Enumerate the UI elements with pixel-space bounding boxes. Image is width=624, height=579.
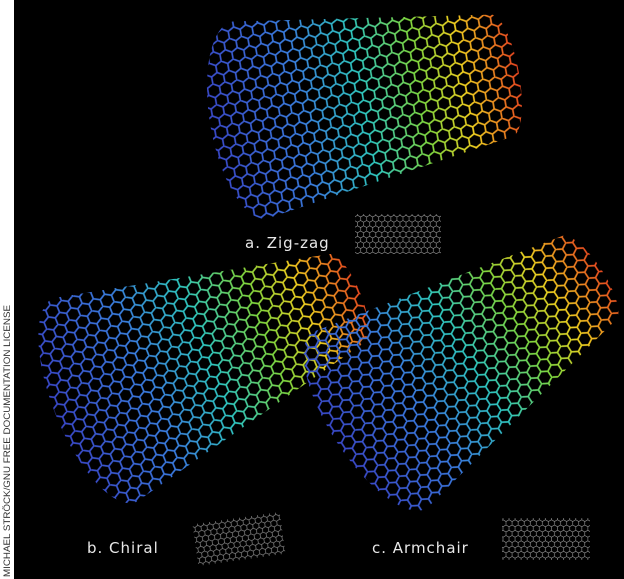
label-zigzag: a. Zig-zag — [245, 234, 330, 252]
chiral-tube — [10, 184, 407, 524]
label-chiral: b. Chiral — [87, 539, 159, 557]
chiral-lattice — [192, 512, 286, 566]
photo-credit: MICHAEL STRÖCK/GNU FREE DOCUMENTATION LI… — [2, 305, 13, 577]
credit-strip — [0, 0, 14, 579]
label-armchair: c. Armchair — [372, 539, 469, 557]
zigzag-tube — [186, 0, 540, 237]
armchair-lattice — [502, 518, 590, 560]
armchair-tube — [272, 175, 624, 537]
zigzag-lattice — [355, 214, 441, 254]
